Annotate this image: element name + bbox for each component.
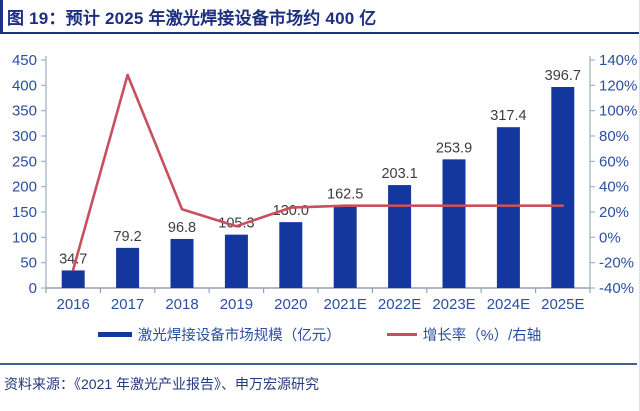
figure-title: 图 19：预计 2025 年激光焊接设备市场约 400 亿 <box>7 8 377 28</box>
legend-line-label: 增长率（%）/右轴 <box>422 328 542 344</box>
x-axis-category-label: 2020 <box>274 296 307 313</box>
bar-value-label: 253.9 <box>436 140 472 156</box>
bar-market-size <box>496 127 520 289</box>
x-axis-category-label: 2016 <box>57 296 90 313</box>
legend-item-market-size: 激光焊接设备市场规模（亿元） <box>97 324 341 345</box>
left-axis-tick-label: 300 <box>12 128 37 145</box>
left-axis-tick-label: 250 <box>12 153 37 170</box>
legend-item-growth-rate: 增长率（%）/右轴 <box>386 324 542 345</box>
bar-value-label: 34.7 <box>59 251 87 267</box>
bar-market-size <box>224 234 248 288</box>
x-axis-category-label: 2017 <box>111 296 144 313</box>
x-axis-category-label: 2024E <box>487 296 530 313</box>
bar-value-label: 105.3 <box>218 216 254 232</box>
bar-market-size <box>61 270 85 288</box>
left-axis-tick-label: 200 <box>12 179 37 196</box>
bar-market-size <box>551 87 575 288</box>
bar-value-label: 162.5 <box>327 187 363 203</box>
bar-value-label: 96.8 <box>168 220 196 236</box>
right-axis-tick-label: 40% <box>599 179 629 196</box>
figure-title-bar: 图 19：预计 2025 年激光焊接设备市场约 400 亿 <box>0 0 639 34</box>
bar-market-size <box>116 247 140 288</box>
x-axis-category-label: 2021E <box>324 296 367 313</box>
bar-value-label: 317.4 <box>490 108 526 124</box>
right-axis-tick-label: 20% <box>599 204 629 221</box>
x-axis-category-label: 2018 <box>165 296 198 313</box>
left-axis-tick-label: 0 <box>29 280 37 297</box>
x-axis-category-label: 2023E <box>432 296 475 313</box>
right-axis-tick-label: -20% <box>599 255 634 272</box>
x-axis-category-label: 2019 <box>220 296 253 313</box>
left-axis-tick-label: 400 <box>12 77 37 94</box>
bar-value-label: 203.1 <box>381 166 417 182</box>
left-axis-tick-label: 50 <box>20 255 37 272</box>
bar-series-swatch-icon <box>97 332 132 337</box>
bar-market-size <box>170 238 194 288</box>
right-axis-tick-label: 0% <box>599 229 621 246</box>
source-note: 资料来源：《2021 年激光产业报告》、申万宏源研究 <box>4 376 320 392</box>
bar-market-size <box>388 185 412 288</box>
left-axis-tick-label: 450 <box>12 52 37 69</box>
right-axis-tick-label: -40% <box>599 280 634 297</box>
bar-value-label: 79.2 <box>113 229 141 245</box>
right-axis-tick-label: 100% <box>599 103 637 120</box>
growth-rate-line <box>71 73 565 271</box>
chart-legend: 激光焊接设备市场规模（亿元） 增长率（%）/右轴 <box>0 324 639 345</box>
right-axis-tick-label: 140% <box>599 52 637 69</box>
legend-bar-label: 激光焊接设备市场规模（亿元） <box>137 328 341 344</box>
line-series-swatch-icon <box>386 333 417 336</box>
bar-market-size <box>442 159 466 288</box>
bar-market-size <box>333 205 357 288</box>
left-axis-tick-label: 350 <box>12 103 37 120</box>
left-axis-tick-label: 150 <box>12 204 37 221</box>
right-axis-tick-label: 120% <box>599 77 637 94</box>
right-axis-tick-label: 80% <box>599 128 629 145</box>
footer-separator-line <box>0 363 637 365</box>
x-axis-category-label: 2025E <box>541 296 584 313</box>
x-axis-category-label: 2022E <box>378 296 421 313</box>
bar-market-size <box>279 222 303 288</box>
left-axis-tick-label: 100 <box>12 229 37 246</box>
right-axis-tick-label: 60% <box>599 153 629 170</box>
bar-value-label: 396.7 <box>545 68 581 84</box>
